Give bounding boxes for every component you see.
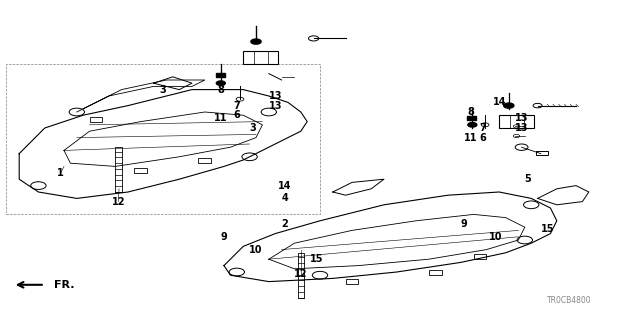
Text: TR0CB4800: TR0CB4800	[547, 296, 592, 305]
Bar	[134, 168, 147, 173]
Text: 10: 10	[489, 232, 503, 242]
Text: 1: 1	[58, 168, 64, 178]
Text: 13: 13	[268, 91, 282, 101]
Bar	[298, 253, 304, 298]
Text: 9: 9	[461, 219, 467, 229]
Bar	[536, 151, 548, 155]
Text: 9: 9	[221, 232, 227, 242]
Text: FR.: FR.	[54, 280, 75, 290]
Text: 15: 15	[310, 254, 324, 264]
Bar	[499, 115, 534, 128]
Circle shape	[468, 123, 477, 127]
Text: 8: 8	[218, 84, 224, 95]
Circle shape	[504, 103, 514, 108]
Bar	[467, 116, 476, 120]
Text: 11: 11	[463, 132, 477, 143]
Text: 4: 4	[282, 193, 288, 204]
Text: 14: 14	[492, 97, 506, 108]
Text: 7: 7	[234, 100, 240, 111]
Bar	[216, 73, 225, 77]
Text: 10: 10	[249, 244, 263, 255]
Circle shape	[216, 81, 225, 85]
Text: 15: 15	[540, 224, 554, 234]
Bar	[429, 270, 442, 275]
Text: 12: 12	[294, 268, 308, 279]
Text: 2: 2	[282, 219, 288, 229]
Text: 13: 13	[268, 100, 282, 111]
Text: 12: 12	[111, 196, 125, 207]
Bar	[474, 254, 486, 259]
Text: 13: 13	[515, 113, 529, 124]
Bar	[90, 117, 102, 122]
Bar	[243, 51, 278, 64]
Text: 6: 6	[234, 110, 240, 120]
Text: 6: 6	[480, 132, 486, 143]
Text: 3: 3	[250, 123, 256, 133]
Text: 13: 13	[515, 123, 529, 133]
Text: 8: 8	[467, 107, 474, 117]
Circle shape	[251, 39, 261, 44]
Text: 14: 14	[278, 180, 292, 191]
Text: 5: 5	[525, 174, 531, 184]
Bar	[198, 158, 211, 163]
Bar	[115, 147, 122, 192]
Bar	[346, 279, 358, 284]
Text: 7: 7	[480, 123, 486, 133]
Text: 3: 3	[160, 84, 166, 95]
Text: 11: 11	[214, 113, 228, 124]
